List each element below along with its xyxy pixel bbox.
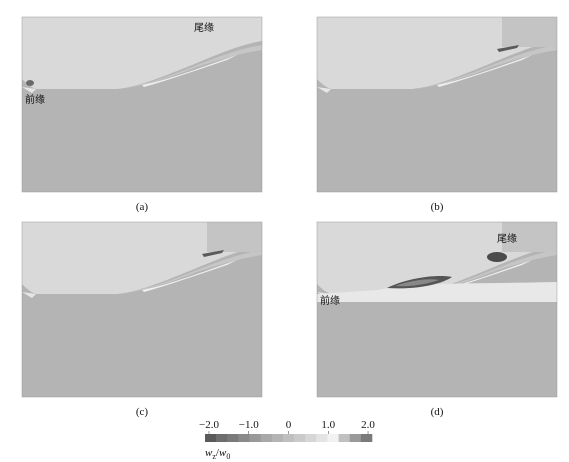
colorbar-segment [216,434,228,442]
panel-frame [21,16,263,193]
colorbar-segment [316,434,328,442]
panel-label: (b) [431,201,444,213]
lower-field [317,302,557,397]
colorbar-tick-label: 1.0 [321,419,335,431]
vortex [395,279,439,287]
colorbar-segment [338,434,351,442]
panel-label: (c) [136,406,149,418]
colorbar-segment [282,434,295,442]
colorbar-segment [227,434,239,442]
contour-panel [21,221,263,398]
colorbar-segment [205,434,217,442]
label-symbol: / [216,447,220,459]
vortex-spot [202,250,224,257]
panel-frame [316,16,558,193]
colorbar-segment [271,434,284,442]
vortex-spot [497,45,519,52]
colorbar-tick-label: 0 [286,419,292,431]
high-region [317,282,557,302]
panel-frame [316,221,558,398]
colorbar-tick-label: 2.0 [361,419,375,431]
colorbar-segment [249,434,261,442]
colorbar-segment [305,434,317,442]
trailing-region [207,222,262,252]
colorbar-segment [238,434,250,442]
annotation: 尾缘 [497,232,517,245]
colorbar-segment [327,434,339,442]
vortex-spot [26,80,34,86]
colorbar-label: wz/w0 [205,447,230,461]
label-subscript: z [212,452,216,461]
label-symbol: w [205,447,213,459]
colorbar-tick-label: −2.0 [199,419,219,431]
label-symbol: w [219,447,227,459]
contour-panel [316,16,558,193]
colorbar-segment [294,434,306,442]
panel-label: (a) [136,201,149,213]
annotation: 前缘 [320,294,340,307]
colorbar-segment [360,434,373,442]
trailing-region [502,222,557,252]
trailing-region [502,17,557,47]
panel-label: (d) [431,406,444,418]
annotation: 尾缘 [194,21,214,34]
panel-frame [21,221,263,398]
label-subscript: 0 [226,452,230,461]
colorbar-segment [349,434,362,442]
colorbar-tick-label: −1.0 [239,419,259,431]
vortex [487,252,507,262]
annotation: 前缘 [25,93,45,106]
contour-field [22,17,262,192]
colorbar-segment [260,434,273,442]
